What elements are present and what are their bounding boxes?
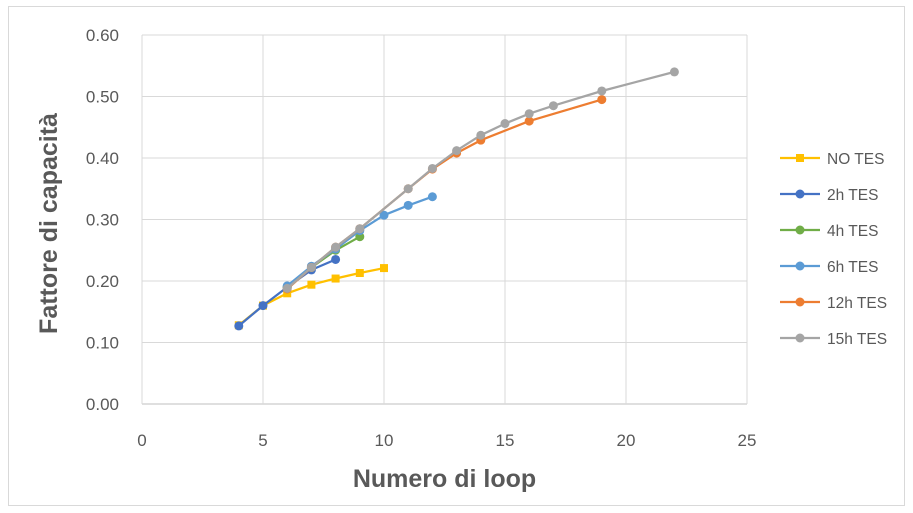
legend-marker [795,297,805,307]
x-tick-label: 0 [137,431,146,450]
data-point [669,67,679,77]
data-point [403,200,413,210]
legend-item: 12h TES [780,295,887,312]
y-tick-label: 0.20 [86,272,119,291]
data-point [524,109,534,119]
data-point [500,119,510,129]
data-point [548,101,558,111]
data-point [597,86,607,96]
legend-label: 2h TES [827,187,878,204]
data-point [307,280,316,289]
data-point [452,146,462,156]
x-tick-label: 5 [258,431,267,450]
legend-marker [795,333,805,343]
legend-item: NO TES [780,151,884,168]
legend-label: 12h TES [827,295,887,312]
y-tick-label: 0.60 [86,26,119,45]
legend-marker [796,154,804,162]
y-tick-label: 0.40 [86,149,119,168]
data-point [282,283,292,293]
data-point [597,95,607,105]
legend-item: 15h TES [780,331,887,348]
series-12h-tes [282,95,607,294]
data-point [403,184,413,194]
chart-frame [8,6,905,506]
y-tick-label: 0.00 [86,395,119,414]
data-point [427,192,437,202]
x-axis-title: Numero di loop [353,465,536,493]
data-point [427,163,437,173]
data-point [331,254,341,264]
data-point [379,210,389,220]
legend-label: 6h TES [827,259,878,276]
y-tick-label: 0.10 [86,334,119,353]
y-tick-label: 0.30 [86,211,119,230]
y-axis-title: Fattore di capacità [35,113,63,334]
legend-label: NO TES [827,151,884,168]
x-tick-label: 25 [738,431,757,450]
series-15h-tes [282,67,679,293]
y-tick-label: 0.50 [86,88,119,107]
series-line-15h-tes [286,70,675,290]
legend-marker [795,225,805,235]
legend-item: 4h TES [780,223,878,240]
data-point [524,116,534,126]
plot-series [234,67,679,331]
y-tick-labels: 0.00 0.10 0.20 0.30 0.40 0.50 0.60 [86,26,119,414]
legend-label: 4h TES [827,223,878,240]
data-point [306,262,316,272]
x-tick-label: 15 [496,431,515,450]
data-point [331,274,340,283]
data-point [476,130,486,140]
data-point [331,242,341,252]
data-point [258,301,268,311]
legend-marker [795,261,805,271]
data-point [380,264,388,273]
x-tick-label: 10 [375,431,394,450]
data-point [355,224,365,234]
data-point [355,232,365,242]
data-point [355,269,364,278]
x-tick-label: 20 [617,431,636,450]
legend: NO TES 2h TES 4h TES 6h TES 12h TES 15h TES [780,151,887,348]
data-point [234,321,244,331]
legend-marker [795,189,805,199]
legend-item: 6h TES [780,259,878,276]
legend-item: 2h TES [780,187,878,204]
gridlines [141,34,748,405]
legend-label: 15h TES [827,331,887,348]
x-tick-labels: 0 5 10 15 20 25 [137,431,756,450]
